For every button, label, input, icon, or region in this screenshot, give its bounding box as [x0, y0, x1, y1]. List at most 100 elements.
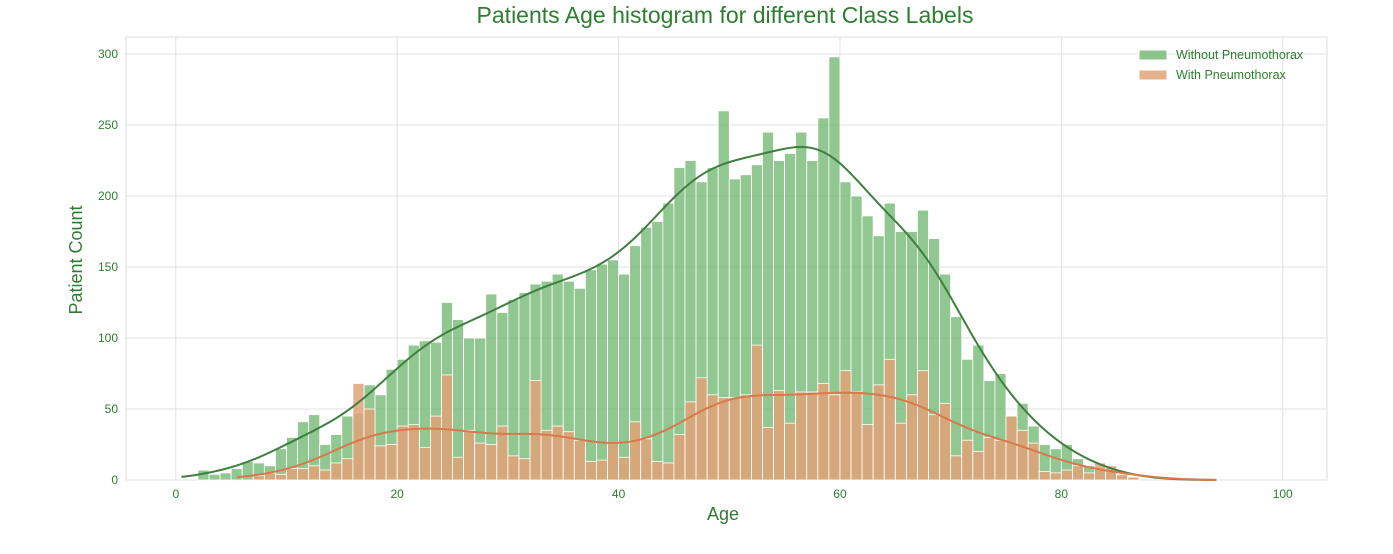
bar-with-pneumothorax	[374, 445, 387, 481]
bar-with-pneumothorax	[883, 358, 896, 481]
bar-with-pneumothorax	[308, 465, 321, 481]
x-tick-label: 60	[833, 487, 847, 501]
bar-with-pneumothorax	[474, 442, 487, 481]
bar-with-pneumothorax	[828, 394, 841, 481]
bar-with-pneumothorax	[1038, 471, 1051, 481]
bar-without-pneumothorax	[507, 299, 520, 481]
bar-without-pneumothorax	[584, 269, 597, 481]
bar-with-pneumothorax	[286, 468, 298, 481]
bar-with-pneumothorax	[894, 422, 907, 481]
bar-with-pneumothorax	[1027, 442, 1040, 481]
bar-with-pneumothorax	[1060, 469, 1073, 481]
y-tick-label: 150	[98, 260, 118, 274]
bar-with-pneumothorax	[662, 462, 675, 481]
bar-with-pneumothorax	[573, 439, 586, 481]
bar-with-pneumothorax	[396, 425, 409, 481]
bar-with-pneumothorax	[917, 370, 929, 481]
bar-with-pneumothorax	[1072, 465, 1084, 481]
y-axis-label: Patient Count	[66, 205, 86, 314]
bar-with-pneumothorax	[507, 455, 520, 481]
bar-with-pneumothorax	[861, 424, 874, 481]
bar-with-pneumothorax	[762, 427, 774, 481]
bar-with-pneumothorax	[784, 422, 797, 481]
bar-with-pneumothorax	[252, 475, 265, 481]
legend-label-without-pneumothorax: Without Pneumothorax	[1176, 48, 1304, 62]
y-tick-label: 0	[111, 473, 118, 487]
bar-without-pneumothorax	[618, 273, 631, 481]
bar-with-pneumothorax	[463, 429, 476, 481]
kde-curves	[181, 145, 1217, 481]
bar-without-pneumothorax	[219, 472, 232, 481]
bar-with-pneumothorax	[341, 458, 354, 481]
bar-with-pneumothorax	[673, 434, 686, 481]
bar-with-pneumothorax	[529, 380, 542, 481]
kde-curve-with-pneumothorax	[236, 391, 1217, 481]
bar-without-pneumothorax	[518, 292, 531, 481]
x-tick-label: 0	[172, 487, 179, 501]
bar-with-pneumothorax	[1083, 472, 1095, 481]
x-tick-label: 80	[1055, 487, 1069, 501]
bar-with-pneumothorax	[1116, 473, 1129, 481]
legend-label-with-pneumothorax: With Pneumothorax	[1176, 68, 1287, 82]
bar-with-pneumothorax	[496, 425, 509, 481]
y-tick-label: 100	[98, 331, 118, 345]
bar-with-pneumothorax	[352, 383, 365, 481]
bar-with-pneumothorax	[728, 397, 741, 481]
bar-without-pneumothorax	[662, 202, 675, 481]
bar-without-pneumothorax	[673, 167, 686, 481]
x-tick-label: 100	[1273, 487, 1293, 501]
histogram-bars	[197, 56, 1140, 481]
bar-with-pneumothorax	[297, 468, 310, 481]
bar-with-pneumothorax	[418, 446, 431, 481]
bar-with-pneumothorax	[905, 394, 918, 481]
bar-with-pneumothorax	[972, 451, 985, 481]
bar-with-pneumothorax	[629, 421, 642, 481]
bar-with-pneumothorax	[839, 370, 852, 481]
bar-with-pneumothorax	[983, 437, 996, 481]
bar-without-pneumothorax	[208, 473, 221, 481]
bar-with-pneumothorax	[407, 424, 420, 481]
bar-with-pneumothorax	[739, 394, 752, 481]
bar-with-pneumothorax	[695, 377, 708, 481]
bar-with-pneumothorax	[751, 344, 763, 481]
bar-with-pneumothorax	[607, 442, 619, 481]
bar-with-pneumothorax	[928, 414, 940, 481]
legend-swatch-without-pneumothorax	[1138, 49, 1168, 61]
bar-with-pneumothorax	[596, 459, 608, 481]
bar-with-pneumothorax	[1005, 415, 1018, 481]
kde-curve-without-pneumothorax	[181, 145, 1217, 481]
y-tick-label: 50	[105, 402, 119, 416]
legend-swatch-with-pneumothorax	[1138, 69, 1168, 81]
y-tick-label: 200	[98, 189, 118, 203]
bar-with-pneumothorax	[795, 391, 808, 481]
axis-ticks: 0 20 40 60 80 100 0 50 100 150 200 250 300	[98, 47, 1293, 501]
bar-with-pneumothorax	[994, 439, 1007, 481]
bar-with-pneumothorax	[385, 444, 398, 481]
bar-with-pneumothorax	[441, 374, 453, 481]
bar-with-pneumothorax	[1127, 476, 1140, 481]
bar-with-pneumothorax	[330, 462, 343, 481]
bar-with-pneumothorax	[584, 461, 597, 481]
bar-with-pneumothorax	[618, 456, 631, 481]
y-tick-label: 250	[98, 118, 118, 132]
bar-with-pneumothorax	[485, 444, 498, 481]
bar-with-pneumothorax	[806, 391, 819, 481]
bar-with-pneumothorax	[1016, 429, 1029, 481]
bar-with-pneumothorax	[452, 456, 465, 481]
bar-with-pneumothorax	[275, 473, 287, 481]
x-tick-label: 40	[612, 487, 626, 501]
bar-with-pneumothorax	[717, 397, 730, 481]
bar-with-pneumothorax	[551, 425, 564, 481]
bar-without-pneumothorax	[651, 221, 664, 481]
y-tick-label: 300	[98, 47, 118, 61]
bar-without-pneumothorax	[452, 319, 465, 481]
bar-without-pneumothorax	[596, 263, 608, 481]
chart-title: Patients Age histogram for different Cla…	[476, 2, 974, 28]
bar-with-pneumothorax	[319, 469, 332, 481]
bar-with-pneumothorax	[651, 461, 664, 481]
bar-with-pneumothorax	[518, 458, 531, 481]
bar-with-pneumothorax	[961, 439, 974, 481]
bar-with-pneumothorax	[850, 391, 863, 481]
x-axis-label: Age	[707, 504, 739, 524]
